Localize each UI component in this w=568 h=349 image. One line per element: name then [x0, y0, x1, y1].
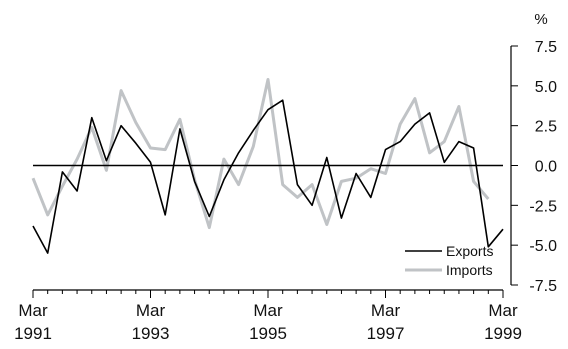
series-line-imports [31, 78, 490, 230]
y-axis: 7.5 5.0 2.5 0.0 -2.5 -5.0 -7.5 [510, 39, 557, 295]
legend-label-imports: Imports [446, 262, 493, 278]
y-tick-label: 0.0 [535, 159, 557, 176]
y-tick-label: -2.5 [529, 198, 557, 215]
x-tick-label-month: Mar [136, 301, 166, 320]
x-tick-label-year: 1995 [249, 324, 287, 343]
x-tick-label-month: Mar [371, 301, 401, 320]
x-tick-label-year: 1997 [367, 324, 405, 343]
y-tick-label: 2.5 [535, 119, 557, 136]
x-tick-label-month: Mar [18, 301, 48, 320]
x-axis: Mar 1991 Mar 1993 Mar 1995 Mar 1997 Mar 1999 [14, 289, 522, 343]
x-tick-label-year: 1991 [14, 324, 52, 343]
x-tick-label-year: 1993 [132, 324, 170, 343]
y-tick-label: 7.5 [535, 39, 557, 56]
x-tick-label-year: 1999 [484, 324, 522, 343]
x-tick-label-month: Mar [488, 301, 518, 320]
y-tick-label: 5.0 [535, 79, 557, 96]
y-tick-label: -5.0 [529, 238, 557, 255]
legend-label-exports: Exports [446, 243, 493, 259]
y-unit-label: % [534, 11, 547, 28]
series-line-exports [32, 99, 504, 254]
x-tick-label-month: Mar [253, 301, 283, 320]
y-tick-label: -7.5 [529, 278, 557, 295]
legend: Exports Imports [405, 243, 493, 278]
series-lines [31, 78, 504, 254]
